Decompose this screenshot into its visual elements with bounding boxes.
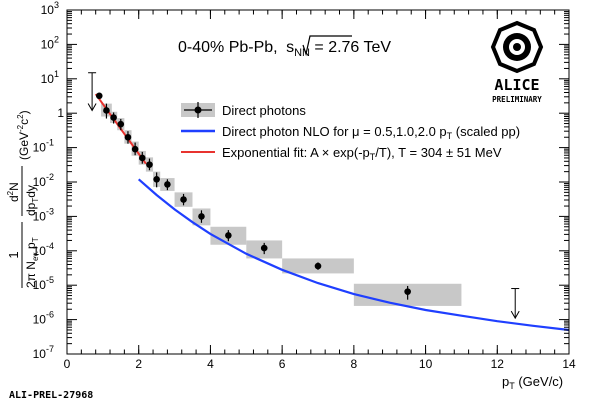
svg-text:dpTdy: dpTdy [24,185,40,216]
data-point [110,114,117,121]
logo-subtext: PRELIMINARY [492,95,542,104]
y-tick-label: 103 [41,0,59,17]
y-tick-label: 10-1 [33,138,54,155]
data-point [180,196,187,203]
data-point [124,133,132,141]
data-points [87,72,520,320]
logo-text: ALICE [494,76,539,94]
axes: 0 2 4 6 8 10 12 14 103 102 101 1 10-1 10-2 10-3 10-4 10-… [33,0,576,371]
y-tick-label: 10-5 [33,275,54,292]
legend-marker-point [194,106,202,114]
y-tick-label: 102 [41,34,59,51]
sqrt-sign [302,35,352,57]
y-tick-label: 10-7 [33,344,54,361]
upper-limit-arrow [510,310,520,320]
legend-entry-fit: Exponential fit: A × exp(-pT/T), T = 304… [181,145,502,162]
legend-entry-nlo: Direct photon NLO for μ = 0.5,1.0,2.0 pT… [181,124,520,141]
logo-emblem [490,20,544,74]
x-tick-label: 4 [207,357,214,371]
data-point [260,244,268,252]
x-tick-label: 14 [562,357,576,371]
data-point [225,232,232,239]
y-axis-label: 1 2π Nev.pT d2N dpTdy (GeV-2c2) [6,110,40,288]
footer-id: ALI-PREL-27968 [9,390,93,401]
alice-logo: ALICE PRELIMINARY [490,20,544,104]
data-point [117,120,125,128]
svg-text:(GeV-2c2): (GeV-2c2) [16,110,31,160]
y-tick-label: 10-3 [33,206,54,223]
data-point [198,213,205,220]
svg-text:d2N: d2N [6,182,21,202]
upper-limit-arrow [87,103,97,112]
svg-text:2π Nev.pT: 2π Nev.pT [24,237,40,288]
legend-entry-direct-photons: Direct photons [181,102,306,118]
legend-label: Direct photons [222,103,306,118]
x-tick-label: 10 [419,357,433,371]
data-point [146,161,153,168]
x-tick-label: 6 [279,357,286,371]
legend-label: Exponential fit: A × exp(-pT/T), T = 304… [222,145,502,162]
legend: Direct photons Direct photon NLO for μ =… [181,102,520,162]
svg-text:1: 1 [6,251,21,258]
y-tick-label: 10-2 [33,172,54,189]
y-tick-label: 10-4 [33,241,54,258]
data-point [404,288,411,295]
data-point [153,175,160,183]
data-point [139,154,146,162]
data-point [131,145,139,153]
data-point [164,181,171,188]
x-tick-label: 8 [351,357,358,371]
nlo-curve [137,178,570,332]
x-tick-label: 2 [135,357,142,371]
y-tick-label: 1 [57,106,64,120]
x-tick-label: 12 [491,357,505,371]
data-point [314,262,322,270]
data-point [103,107,110,114]
chart-title: 0-40% Pb-Pb, sNN = 2.76 TeV [178,39,391,59]
x-tick-label: 0 [64,357,71,371]
data-point [95,92,103,100]
y-tick-label: 101 [41,69,59,86]
legend-label: Direct photon NLO for μ = 0.5,1.0,2.0 pT… [222,124,520,141]
x-axis-label: pT (GeV/c) [502,374,563,391]
y-tick-label: 10-6 [33,310,54,327]
